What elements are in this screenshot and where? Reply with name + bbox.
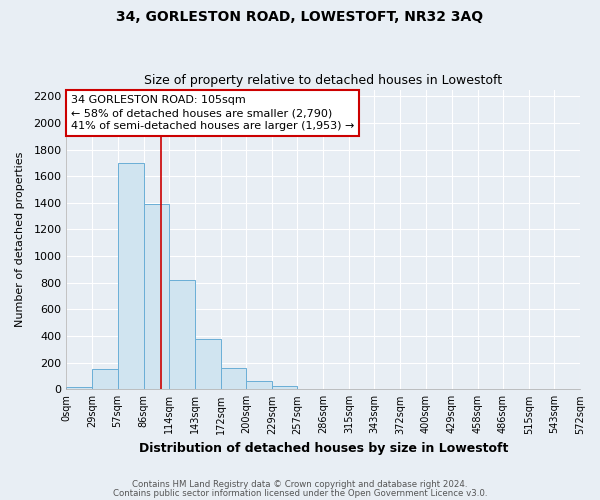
Title: Size of property relative to detached houses in Lowestoft: Size of property relative to detached ho…	[144, 74, 502, 87]
Text: 34 GORLESTON ROAD: 105sqm
← 58% of detached houses are smaller (2,790)
41% of se: 34 GORLESTON ROAD: 105sqm ← 58% of detac…	[71, 95, 355, 132]
Bar	[67, 388, 92, 390]
Bar	[195, 338, 221, 390]
Text: 34, GORLESTON ROAD, LOWESTOFT, NR32 3AQ: 34, GORLESTON ROAD, LOWESTOFT, NR32 3AQ	[116, 10, 484, 24]
Bar	[221, 368, 246, 390]
Bar	[92, 370, 118, 390]
Bar	[169, 280, 195, 390]
Bar	[118, 163, 143, 390]
Bar	[272, 386, 297, 390]
Text: Contains HM Land Registry data © Crown copyright and database right 2024.: Contains HM Land Registry data © Crown c…	[132, 480, 468, 489]
X-axis label: Distribution of detached houses by size in Lowestoft: Distribution of detached houses by size …	[139, 442, 508, 455]
Bar	[143, 204, 169, 390]
Text: Contains public sector information licensed under the Open Government Licence v3: Contains public sector information licen…	[113, 488, 487, 498]
Bar	[246, 382, 272, 390]
Y-axis label: Number of detached properties: Number of detached properties	[15, 152, 25, 327]
